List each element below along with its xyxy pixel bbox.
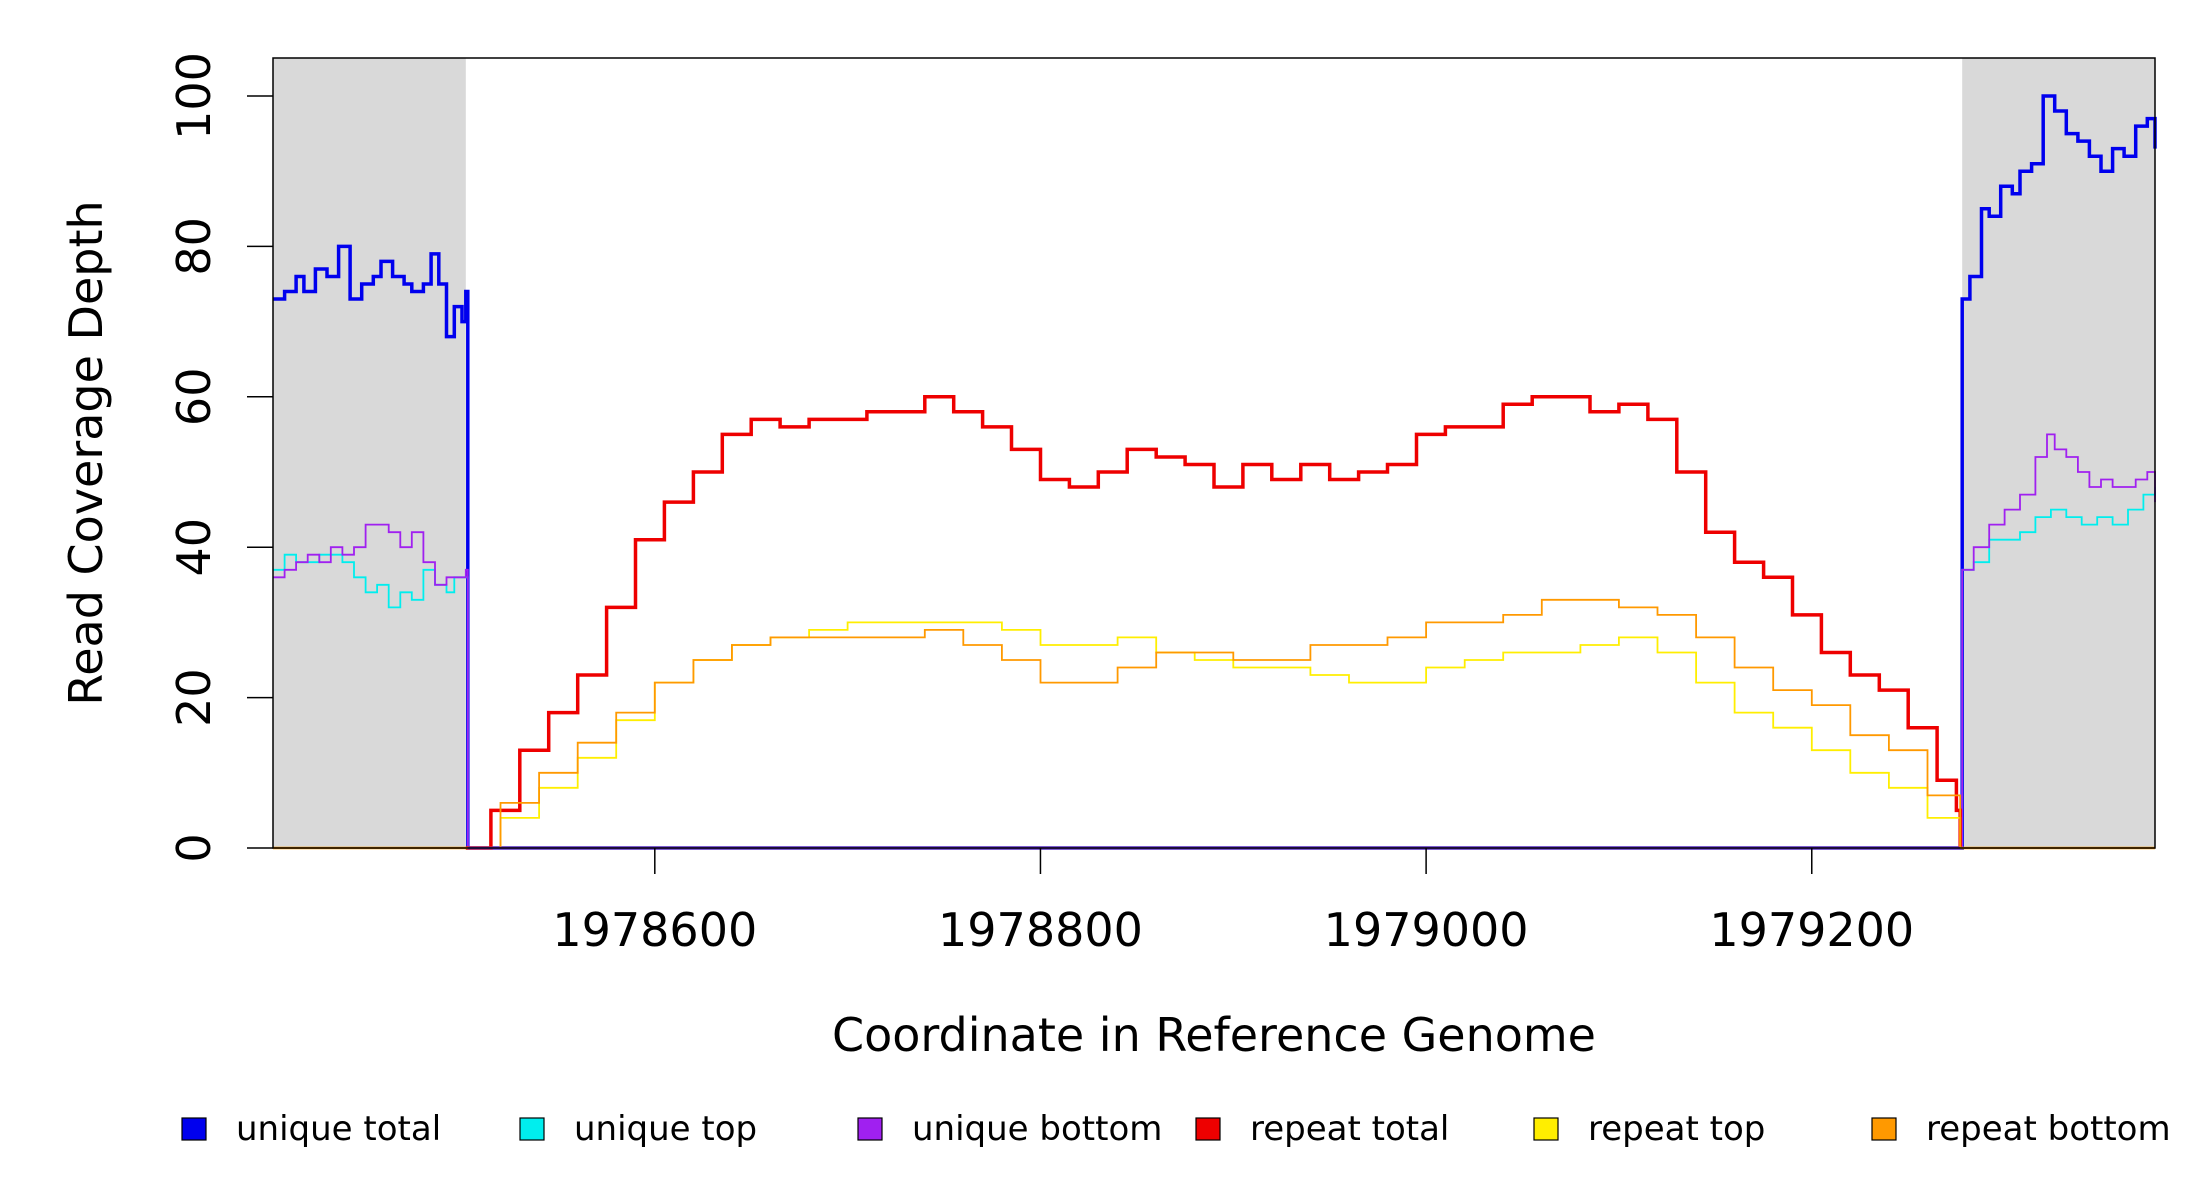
legend-swatch [1195, 1117, 1221, 1141]
x-tick-label: 1978800 [938, 903, 1143, 957]
legend-label: unique bottom [912, 1109, 1162, 1149]
legend-swatch [1871, 1117, 1897, 1141]
legend: unique total unique top unique bottom repea… [181, 1109, 2171, 1149]
x-axis-label: Coordinate in Reference Genome [832, 1008, 1596, 1062]
y-tick-label: 20 [167, 668, 221, 727]
series-line-unique-bottom [273, 433, 2156, 849]
plot-frame [272, 57, 2156, 849]
shaded-region-0 [273, 58, 466, 848]
legend-label: unique total [236, 1109, 441, 1149]
y-tick-label: 40 [167, 518, 221, 577]
legend-swatch [857, 1117, 883, 1141]
x-tick-label: 1979200 [1709, 903, 1914, 957]
legend-label: unique top [574, 1109, 757, 1149]
y-axis-label: Read Coverage Depth [59, 200, 113, 705]
legend-swatch [519, 1117, 545, 1141]
x-tick-label: 1979000 [1324, 903, 1529, 957]
legend-swatch [181, 1117, 207, 1141]
y-tick-label: 0 [167, 833, 221, 862]
x-tick-label: 1978600 [552, 903, 757, 957]
series-line-unique-total [273, 94, 2157, 850]
series-line-repeat-bottom [465, 598, 1962, 849]
y-tick-label: 60 [167, 368, 221, 427]
series-line-unique-top [273, 487, 2156, 849]
shaded-regions [273, 58, 2155, 848]
series-line-repeat-top [465, 621, 1962, 849]
y-tick-label: 100 [167, 52, 221, 140]
legend-label: repeat bottom [1926, 1109, 2171, 1149]
legend-swatch [1533, 1117, 1559, 1141]
series-lines [273, 94, 2157, 850]
legend-label: repeat top [1588, 1109, 1765, 1149]
series-line-repeat-total [465, 395, 1962, 850]
y-tick-label: 80 [167, 217, 221, 276]
shaded-region-1 [1962, 58, 2155, 848]
axes: 0 20 40 60 80 100 1978600 1978800 1979000 1979200 [167, 52, 2156, 957]
legend-label: repeat total [1250, 1109, 1449, 1149]
